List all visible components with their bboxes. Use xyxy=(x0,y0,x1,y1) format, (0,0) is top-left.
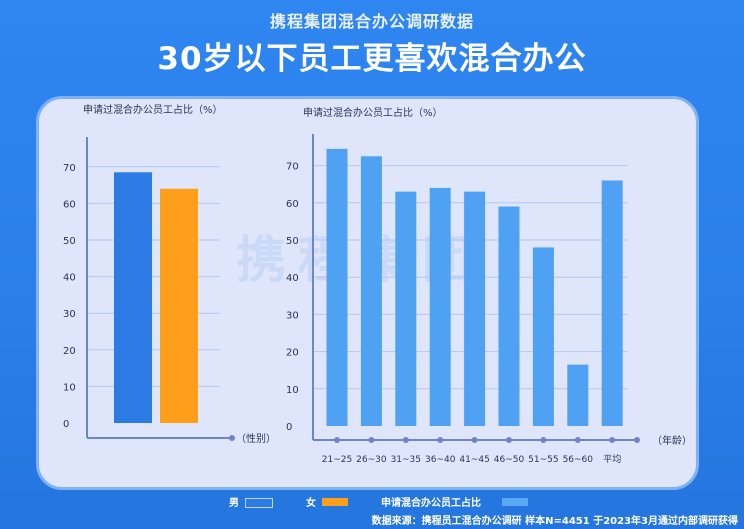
legend-female-label: 女 xyxy=(306,498,316,509)
age-axis-end-dot xyxy=(634,437,640,443)
age-bar xyxy=(360,156,382,427)
age-ytick-label: 20 xyxy=(286,348,299,359)
gender-bar-female xyxy=(160,188,198,423)
gender-ytick-label: 20 xyxy=(63,346,76,357)
gender-ylabel: 申请过混合办公员工占比（%） xyxy=(83,103,223,116)
legend-female-swatch xyxy=(322,498,348,506)
age-ytick-label: 0 xyxy=(286,422,292,433)
age-tick-dot xyxy=(540,437,547,443)
gender-ytick-label: 10 xyxy=(63,382,76,393)
legend-rate-label: 申请混合办公员工占比 xyxy=(381,498,481,509)
source-note: 数据来源：携程员工混合办公调研 样本N=4451 于2023年3月通过内部调研获… xyxy=(371,516,738,527)
gender-ytick-label: 40 xyxy=(63,273,76,284)
gender-xlabel: （性别） xyxy=(236,432,276,445)
age-bar xyxy=(498,206,520,426)
age-tick-dot xyxy=(506,437,512,443)
age-ytick-label: 50 xyxy=(286,236,299,247)
age-category-label: 平均 xyxy=(603,453,621,465)
age-category-label: 21~25 xyxy=(322,455,352,465)
gender-ytick-label: 0 xyxy=(63,419,69,430)
age-category-label: 41~45 xyxy=(459,455,489,465)
age-bar xyxy=(429,187,451,426)
age-bar xyxy=(464,191,486,426)
gender-bar-male xyxy=(114,172,152,423)
header-subtitle: 携程集团混合办公调研数据 xyxy=(269,12,474,31)
age-ytick-label: 10 xyxy=(286,385,299,396)
legend-male-label: 男 xyxy=(229,498,239,509)
age-tick-dot xyxy=(334,437,340,443)
legend-rate-swatch xyxy=(502,498,528,506)
age-tick-dot xyxy=(402,437,409,443)
gender-ytick-label: 70 xyxy=(63,163,76,174)
gender-ytick-label: 30 xyxy=(63,309,76,320)
age-ytick-label: 70 xyxy=(286,162,299,173)
age-category-label: 31~35 xyxy=(391,455,421,465)
age-bar xyxy=(567,364,589,426)
age-ytick-label: 30 xyxy=(286,310,299,321)
legend-male-swatch xyxy=(245,498,273,508)
age-category-label: 51~55 xyxy=(528,455,558,465)
age-chart: 申请过混合办公员工占比（%） 0 10 20 30 40 50 60 70 （年龄） 21~25 26… xyxy=(286,106,692,465)
age-tick-dot xyxy=(609,437,616,443)
age-ytick-label: 60 xyxy=(286,199,299,210)
age-category-label: 56~60 xyxy=(563,455,594,465)
age-tick-dot xyxy=(471,437,478,443)
age-category-label: 46~50 xyxy=(494,455,525,465)
age-category-label: 26~30 xyxy=(356,455,387,465)
age-ytick-label: 40 xyxy=(286,273,299,284)
header-title: 30岁以下员工更喜欢混合办公 xyxy=(157,41,587,77)
gender-ytick-label: 50 xyxy=(63,236,76,247)
age-bar xyxy=(326,148,348,427)
age-category-label: 36~40 xyxy=(425,455,456,465)
age-tick-dot xyxy=(574,437,581,443)
age-ylabel: 申请过混合办公员工占比（%） xyxy=(303,106,443,119)
age-tick-dot xyxy=(368,437,375,443)
gender-ytick-label: 60 xyxy=(63,199,76,210)
age-bar xyxy=(601,180,623,426)
age-xlabel: （年龄） xyxy=(652,434,692,447)
age-bar xyxy=(395,191,417,426)
gender-axis-end-dot xyxy=(229,435,235,441)
age-bar xyxy=(532,247,554,426)
gender-chart: 申请过混合办公员工占比（%） 0 10 20 30 40 50 60 70 （性别） xyxy=(63,103,276,445)
age-tick-dot xyxy=(437,437,444,443)
